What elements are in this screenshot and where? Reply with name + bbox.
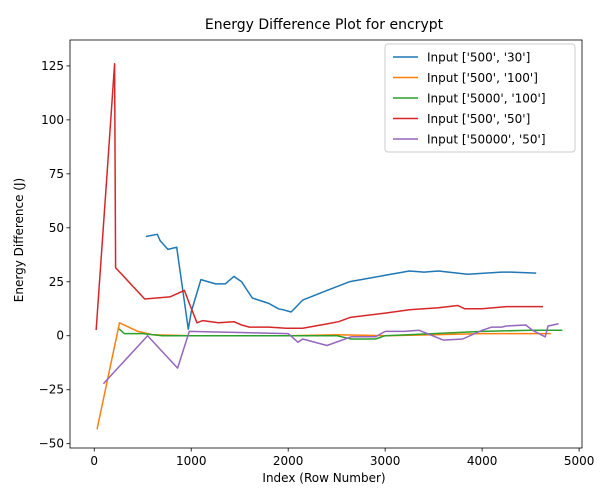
series-line-4 [95, 62, 543, 331]
legend-label-2: Input ['500', '100'] [427, 71, 538, 85]
y-tick-label: 100 [41, 113, 64, 127]
y-tick-label: −50 [39, 437, 64, 451]
x-tick-label: 5000 [564, 454, 595, 468]
series-line-2 [96, 322, 551, 430]
series-line-3 [118, 328, 563, 340]
x-tick-label: 1000 [176, 454, 207, 468]
axes: 0 1000 2000 3000 4000 5000 −50 −25 0 25 50 75 100 125 [39, 39, 595, 468]
plot-frame [69, 39, 583, 449]
x-tick-label: 4000 [467, 454, 498, 468]
x-tick-label: 0 [90, 454, 98, 468]
series-line-5 [102, 323, 559, 385]
legend-label-5: Input ['50000', '50'] [427, 133, 546, 147]
legend-label-3: Input ['5000', '100'] [427, 92, 546, 106]
plot-area [95, 62, 563, 430]
y-tick-label: 125 [41, 59, 64, 73]
y-tick-label: 50 [49, 221, 64, 235]
y-tick-label: 25 [49, 275, 64, 289]
y-tick-label: 75 [49, 167, 64, 181]
legend-box [384, 43, 576, 153]
x-tick-label: 3000 [370, 454, 401, 468]
y-tick-label: −25 [39, 383, 64, 397]
legend: Input ['500', '30'] Input ['500', '100'] I… [384, 43, 576, 153]
y-tick-label: 0 [56, 329, 64, 343]
y-axis-title: Energy Difference (J) [12, 178, 26, 302]
legend-label-1: Input ['500', '30'] [427, 51, 530, 65]
x-tick-label: 2000 [273, 454, 304, 468]
legend-label-4: Input ['500', '50'] [427, 112, 530, 126]
x-axis-title: Index (Row Number) [262, 471, 385, 485]
chart-title: Energy Difference Plot for encrypt [205, 17, 444, 33]
series-line-1 [145, 233, 537, 331]
